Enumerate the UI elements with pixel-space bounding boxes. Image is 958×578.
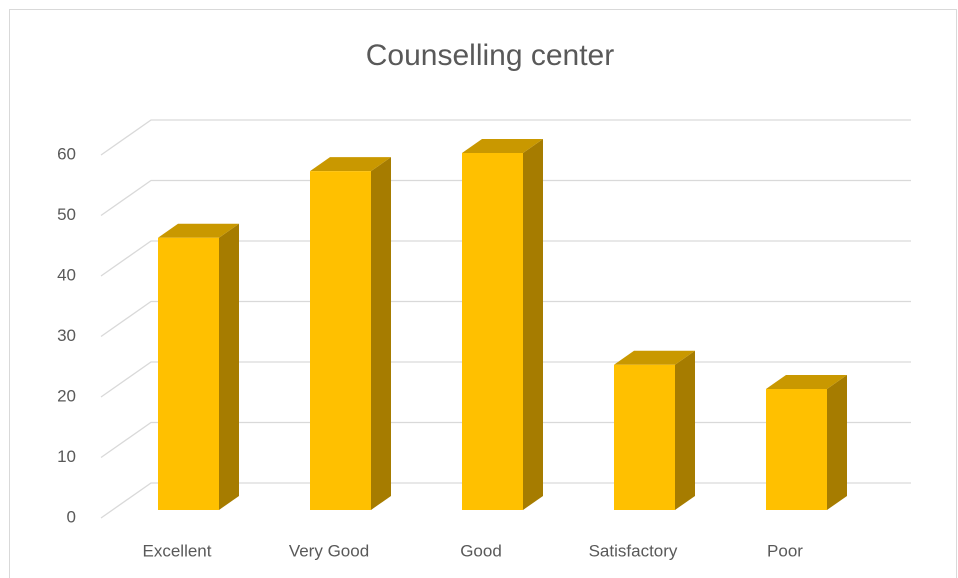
grid-line <box>100 119 911 156</box>
bar-front <box>766 388 827 510</box>
bar <box>158 223 239 510</box>
grid-line <box>100 300 911 338</box>
bar-top <box>158 223 239 238</box>
bar-side <box>219 223 239 510</box>
chart-title: Counselling center <box>366 39 614 72</box>
y-tick-label: 30 <box>57 326 76 345</box>
bar-side <box>371 157 391 510</box>
bar-top <box>614 350 695 365</box>
grid-line <box>100 179 911 217</box>
y-tick-label: 0 <box>67 507 76 526</box>
bar <box>462 139 543 510</box>
bar <box>310 157 391 510</box>
bar-side <box>675 350 695 510</box>
x-tick-label: Good <box>460 541 502 560</box>
bar-top <box>766 374 847 389</box>
bar-front <box>462 153 523 510</box>
x-tick-label: Satisfactory <box>589 541 678 560</box>
bar-front <box>310 171 371 510</box>
y-tick-label: 60 <box>57 144 76 163</box>
bar-side <box>523 139 543 510</box>
bar-front <box>614 364 675 510</box>
y-tick-label: 40 <box>57 265 76 284</box>
bar-top <box>310 157 391 172</box>
y-tick-label: 50 <box>57 205 76 224</box>
bar-side <box>827 374 847 510</box>
bar-front <box>158 237 219 510</box>
x-tick-label: Very Good <box>289 541 369 560</box>
bar-top <box>462 139 543 153</box>
bar <box>614 350 695 510</box>
x-tick-label: Poor <box>767 541 803 560</box>
y-tick-label: 20 <box>57 386 76 405</box>
grid-line <box>100 240 911 277</box>
bar <box>766 374 847 510</box>
y-tick-label: 10 <box>57 447 76 466</box>
x-tick-label: Excellent <box>143 541 212 560</box>
